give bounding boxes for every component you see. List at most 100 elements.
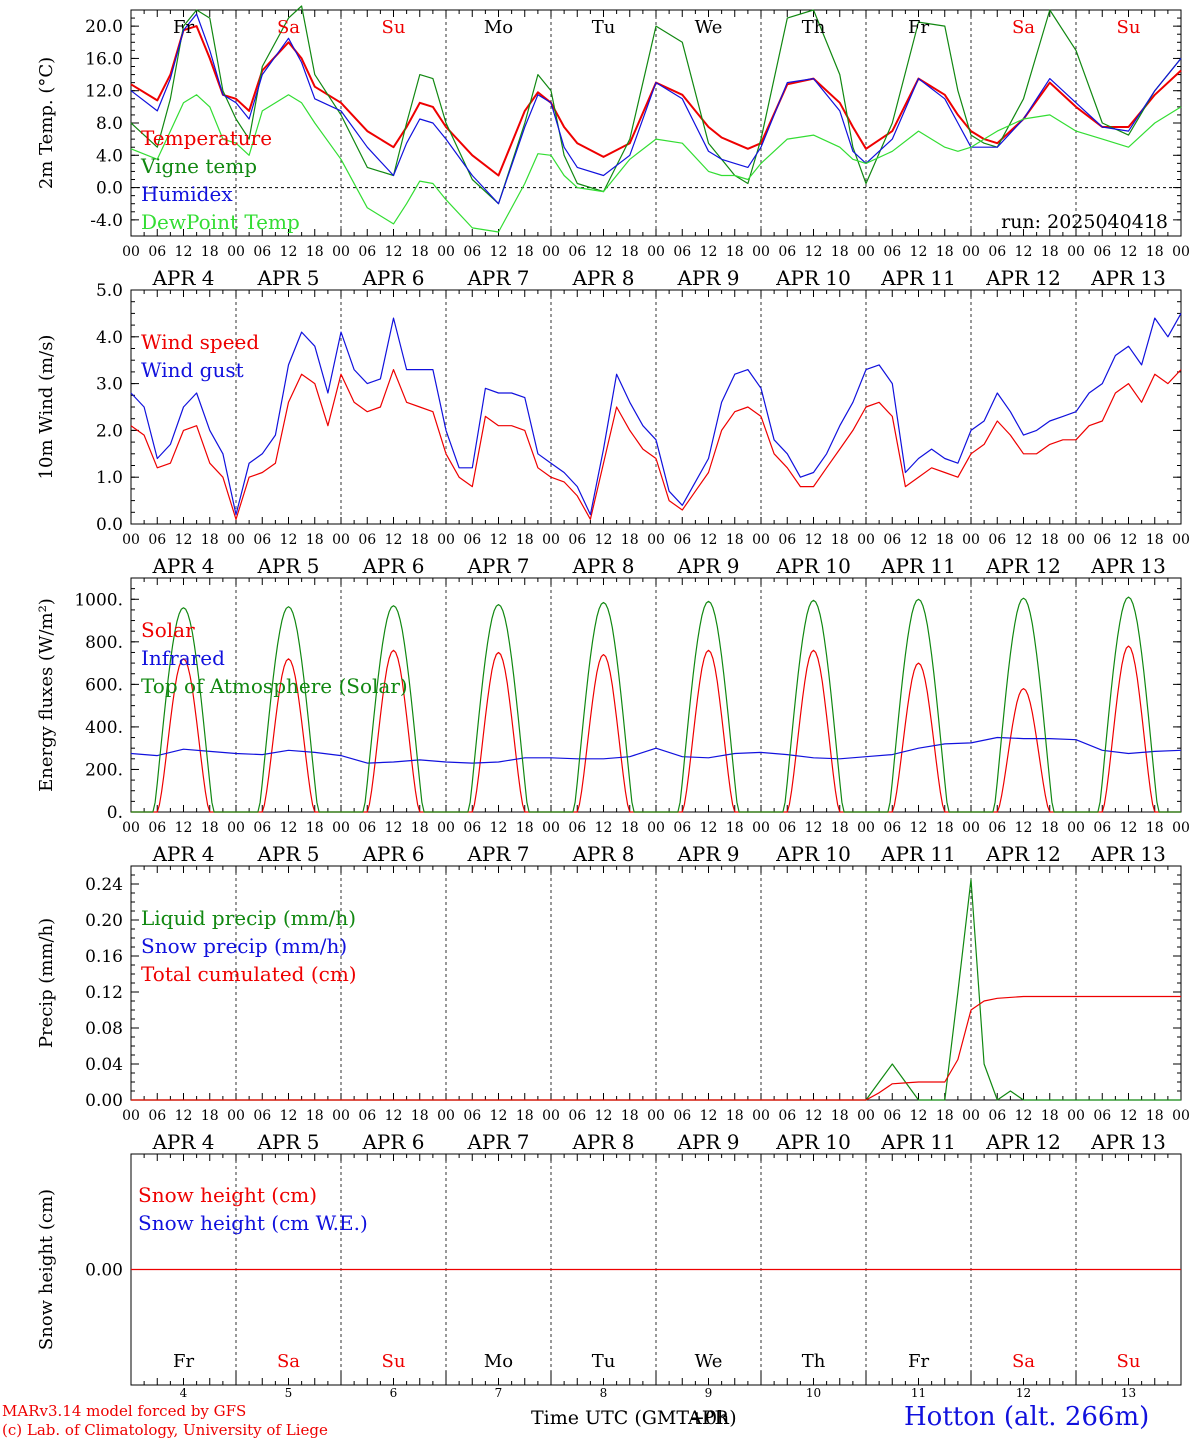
- date-label: APR 4: [151, 842, 214, 866]
- hour-tick-label: 12: [1015, 532, 1033, 548]
- hour-tick-label: 18: [201, 1108, 219, 1124]
- hour-tick-label: 00: [647, 820, 665, 836]
- hour-tick-label: 18: [831, 532, 849, 548]
- y-tick-label: 12.0: [85, 82, 123, 102]
- hour-tick-label: 12: [280, 1108, 298, 1124]
- hour-tick-label: 00: [437, 820, 455, 836]
- hour-tick-label: 12: [805, 1108, 823, 1124]
- day-number: 9: [705, 1386, 713, 1400]
- legend-entry: Wind gust: [141, 358, 244, 382]
- hour-tick-label: 12: [1120, 1108, 1138, 1124]
- hour-tick-label: 12: [280, 532, 298, 548]
- hour-tick-label: 18: [621, 820, 639, 836]
- hour-tick-label: 00: [122, 1108, 140, 1124]
- hour-tick-label: 00: [857, 532, 875, 548]
- date-label: APR 6: [361, 1130, 424, 1154]
- hour-tick-label: 00: [332, 1108, 350, 1124]
- hour-tick-label: 18: [411, 820, 429, 836]
- x-axis-month: APR: [687, 1407, 730, 1429]
- day-number: 10: [806, 1386, 821, 1400]
- hour-tick-label: 06: [1093, 1108, 1111, 1124]
- y-axis-label: Snow height (cm): [36, 1189, 57, 1350]
- y-tick-label: 16.0: [85, 49, 123, 69]
- weekday-bottom: Tu: [592, 1351, 616, 1372]
- date-label: APR 13: [1090, 1130, 1166, 1154]
- date-label: APR 11: [880, 266, 956, 290]
- hour-tick-label: 12: [910, 532, 928, 548]
- hour-tick-label: 18: [516, 1108, 534, 1124]
- day-number: 5: [285, 1386, 293, 1400]
- hour-tick-label: 00: [647, 532, 665, 548]
- date-label: APR 4: [151, 1130, 214, 1154]
- hour-tick-label: 00: [1067, 532, 1085, 548]
- legend-entry: Humidex: [141, 182, 233, 206]
- hour-tick-label: 00: [437, 244, 455, 260]
- hour-tick-label: 00: [227, 820, 245, 836]
- hour-tick-label: 18: [936, 532, 954, 548]
- weekday-top: Fr: [173, 17, 194, 38]
- hour-tick-label: 06: [253, 244, 271, 260]
- hour-tick-label: 06: [883, 1108, 901, 1124]
- date-label: APR 11: [880, 554, 956, 578]
- legend-entry: Total cumulated (cm): [141, 962, 357, 986]
- weekday-bottom: Fr: [173, 1351, 194, 1372]
- legend-entry: Snow precip (mm/h): [141, 934, 347, 958]
- hour-tick-label: 12: [700, 1108, 718, 1124]
- hour-tick-label: 00: [962, 1108, 980, 1124]
- y-tick-label: 200.: [85, 760, 123, 780]
- hour-tick-label: 12: [1015, 1108, 1033, 1124]
- date-label: APR 5: [256, 842, 319, 866]
- hour-tick-label: 12: [1120, 244, 1138, 260]
- hour-tick-label: 18: [831, 244, 849, 260]
- hour-tick-label: 00: [1172, 820, 1190, 836]
- weekday-top: Fr: [908, 17, 929, 38]
- hour-tick-label: 12: [805, 244, 823, 260]
- hour-tick-label: 06: [568, 532, 586, 548]
- hour-tick-label: 06: [1093, 532, 1111, 548]
- hour-tick-label: 00: [857, 820, 875, 836]
- y-tick-label: 1000.: [74, 590, 123, 610]
- hour-tick-label: 00: [437, 1108, 455, 1124]
- date-label: APR 8: [571, 554, 634, 578]
- hour-tick-label: 12: [490, 532, 508, 548]
- y-tick-label: 0.00: [85, 1091, 123, 1111]
- legend-entry: Liquid precip (mm/h): [141, 906, 356, 930]
- series-wind-speed: [130, 369, 1182, 520]
- date-label: APR 10: [775, 842, 851, 866]
- hour-tick-label: 00: [227, 532, 245, 548]
- hour-tick-label: 06: [463, 1108, 481, 1124]
- hour-tick-label: 00: [752, 532, 770, 548]
- hour-tick-label: 00: [1067, 244, 1085, 260]
- hour-tick-label: 06: [148, 1108, 166, 1124]
- date-label: APR 8: [571, 1130, 634, 1154]
- hour-tick-label: 12: [1015, 244, 1033, 260]
- weekday-top: Su: [1117, 17, 1141, 38]
- hour-tick-label: 06: [988, 244, 1006, 260]
- day-number: 12: [1016, 1386, 1031, 1400]
- y-tick-label: 2.0: [96, 421, 123, 441]
- hour-tick-label: 00: [1067, 1108, 1085, 1124]
- y-tick-label: 4.0: [96, 146, 123, 166]
- hour-tick-label: 00: [962, 820, 980, 836]
- hour-tick-label: 00: [122, 532, 140, 548]
- day-number: 4: [180, 1386, 188, 1400]
- hour-tick-label: 12: [595, 532, 613, 548]
- hour-tick-label: 06: [253, 820, 271, 836]
- legend-entry: Solar: [141, 618, 195, 642]
- weekday-top: Sa: [277, 17, 300, 38]
- legend-entry: Snow height (cm W.E.): [138, 1211, 368, 1235]
- y-tick-label: 3.0: [96, 375, 123, 395]
- date-label: APR 9: [676, 1130, 739, 1154]
- hour-tick-label: 00: [542, 1108, 560, 1124]
- y-tick-label: 1.0: [96, 468, 123, 488]
- date-label: APR 7: [466, 1130, 529, 1154]
- weekday-bottom: Su: [382, 1351, 406, 1372]
- series-top-of-atmosphere-solar: [131, 596, 1181, 813]
- weekday-top: Su: [382, 17, 406, 38]
- hour-tick-label: 06: [673, 820, 691, 836]
- hour-tick-label: 12: [595, 244, 613, 260]
- hour-tick-label: 12: [700, 532, 718, 548]
- weekday-bottom: Sa: [1012, 1351, 1035, 1372]
- weekday-top: Sa: [1012, 17, 1035, 38]
